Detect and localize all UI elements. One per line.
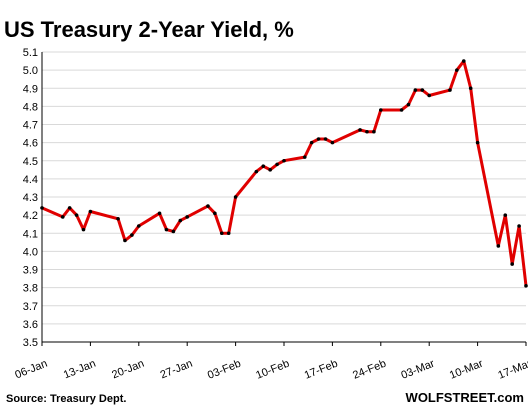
data-point (116, 216, 120, 221)
data-point (275, 162, 279, 167)
y-tick-label: 4.0 (23, 246, 38, 258)
x-tick-label: 10-Mar (448, 358, 485, 382)
data-point (420, 88, 425, 92)
data-point (123, 238, 127, 243)
x-tick-label: 17-Feb (303, 358, 340, 382)
data-point (316, 137, 321, 141)
y-tick-label: 4.4 (23, 174, 38, 186)
data-point (233, 195, 238, 199)
data-point (427, 93, 432, 98)
data-point (302, 155, 307, 159)
data-point (309, 140, 314, 145)
source-note: Source: Treasury Dept. (6, 393, 126, 405)
data-point (81, 227, 86, 232)
data-point (358, 128, 362, 132)
data-point (88, 209, 93, 214)
x-tick-label: 20-Jan (110, 358, 146, 382)
data-point (137, 224, 141, 228)
data-point (164, 227, 169, 232)
y-tick-label: 4.6 (23, 138, 38, 150)
data-point (475, 140, 480, 145)
data-point (365, 129, 369, 134)
data-point (60, 215, 65, 219)
y-tick-label: 3.5 (23, 337, 38, 349)
y-tick-label: 4.8 (23, 101, 38, 113)
x-tick-label: 10-Feb (254, 358, 291, 382)
x-tick-label: 06-Jan (13, 358, 49, 382)
data-point (67, 206, 72, 210)
data-point (399, 108, 404, 112)
y-tick-label: 4.5 (23, 156, 38, 168)
series-yield (40, 59, 528, 288)
gridlines (42, 51, 526, 343)
data-point (461, 59, 466, 63)
data-point (268, 168, 272, 172)
y-tick-label: 3.9 (23, 265, 38, 277)
data-point (282, 158, 286, 163)
x-axis-ticks: 06-Jan 13-Jan 20-Jan 27-Jan 03-Feb 10-Feb 17-F… (13, 342, 528, 382)
data-point (213, 211, 217, 216)
data-point (130, 233, 134, 237)
x-tick-label: 03-Mar (400, 358, 437, 382)
data-point (413, 88, 418, 92)
y-tick-label: 4.7 (23, 120, 38, 132)
data-point (510, 262, 514, 266)
y-tick-label: 4.3 (23, 192, 38, 204)
y-tick-label: 3.6 (23, 319, 38, 331)
y-tick-label: 4.9 (23, 83, 38, 95)
data-point (171, 229, 176, 234)
data-point (330, 140, 335, 145)
data-point (254, 169, 259, 174)
data-point (178, 218, 183, 223)
y-tick-label: 5.0 (23, 65, 38, 77)
data-point (455, 68, 459, 72)
y-tick-label: 3.8 (23, 283, 38, 295)
chart-title: US Treasury 2-Year Yield, % (4, 17, 294, 42)
data-point (379, 108, 383, 112)
y-axis-ticks: 3.5 3.6 3.7 3.8 3.9 4.0 4.1 4.2 4.3 4.4 4.5 4.6 4.7 4… (23, 47, 38, 349)
x-tick-label: 13-Jan (62, 358, 98, 382)
brand-watermark: WOLFSTREET.com (406, 390, 524, 405)
data-point (372, 129, 376, 134)
data-point (40, 206, 44, 210)
data-point (185, 215, 189, 219)
data-point (503, 213, 508, 217)
data-point (406, 102, 411, 107)
data-point (157, 211, 162, 216)
data-point (496, 244, 501, 248)
x-tick-label: 03-Feb (206, 358, 243, 382)
y-tick-label: 3.7 (23, 301, 38, 313)
x-tick-label: 27-Jan (159, 358, 195, 382)
x-tick-label: 17-Mar (496, 358, 528, 382)
y-tick-label: 4.1 (23, 228, 38, 240)
data-point (524, 284, 528, 288)
y-tick-label: 4.2 (23, 210, 38, 222)
data-point (323, 137, 328, 141)
data-point (74, 213, 79, 217)
data-point (468, 86, 473, 91)
data-point (219, 231, 224, 236)
data-point (226, 231, 231, 236)
data-point (448, 88, 452, 92)
data-point (517, 224, 521, 228)
data-point (261, 164, 266, 168)
x-tick-label: 24-Feb (351, 358, 388, 382)
y-tick-label: 5.1 (23, 47, 38, 59)
series-line (41, 59, 528, 286)
data-point (206, 204, 210, 208)
